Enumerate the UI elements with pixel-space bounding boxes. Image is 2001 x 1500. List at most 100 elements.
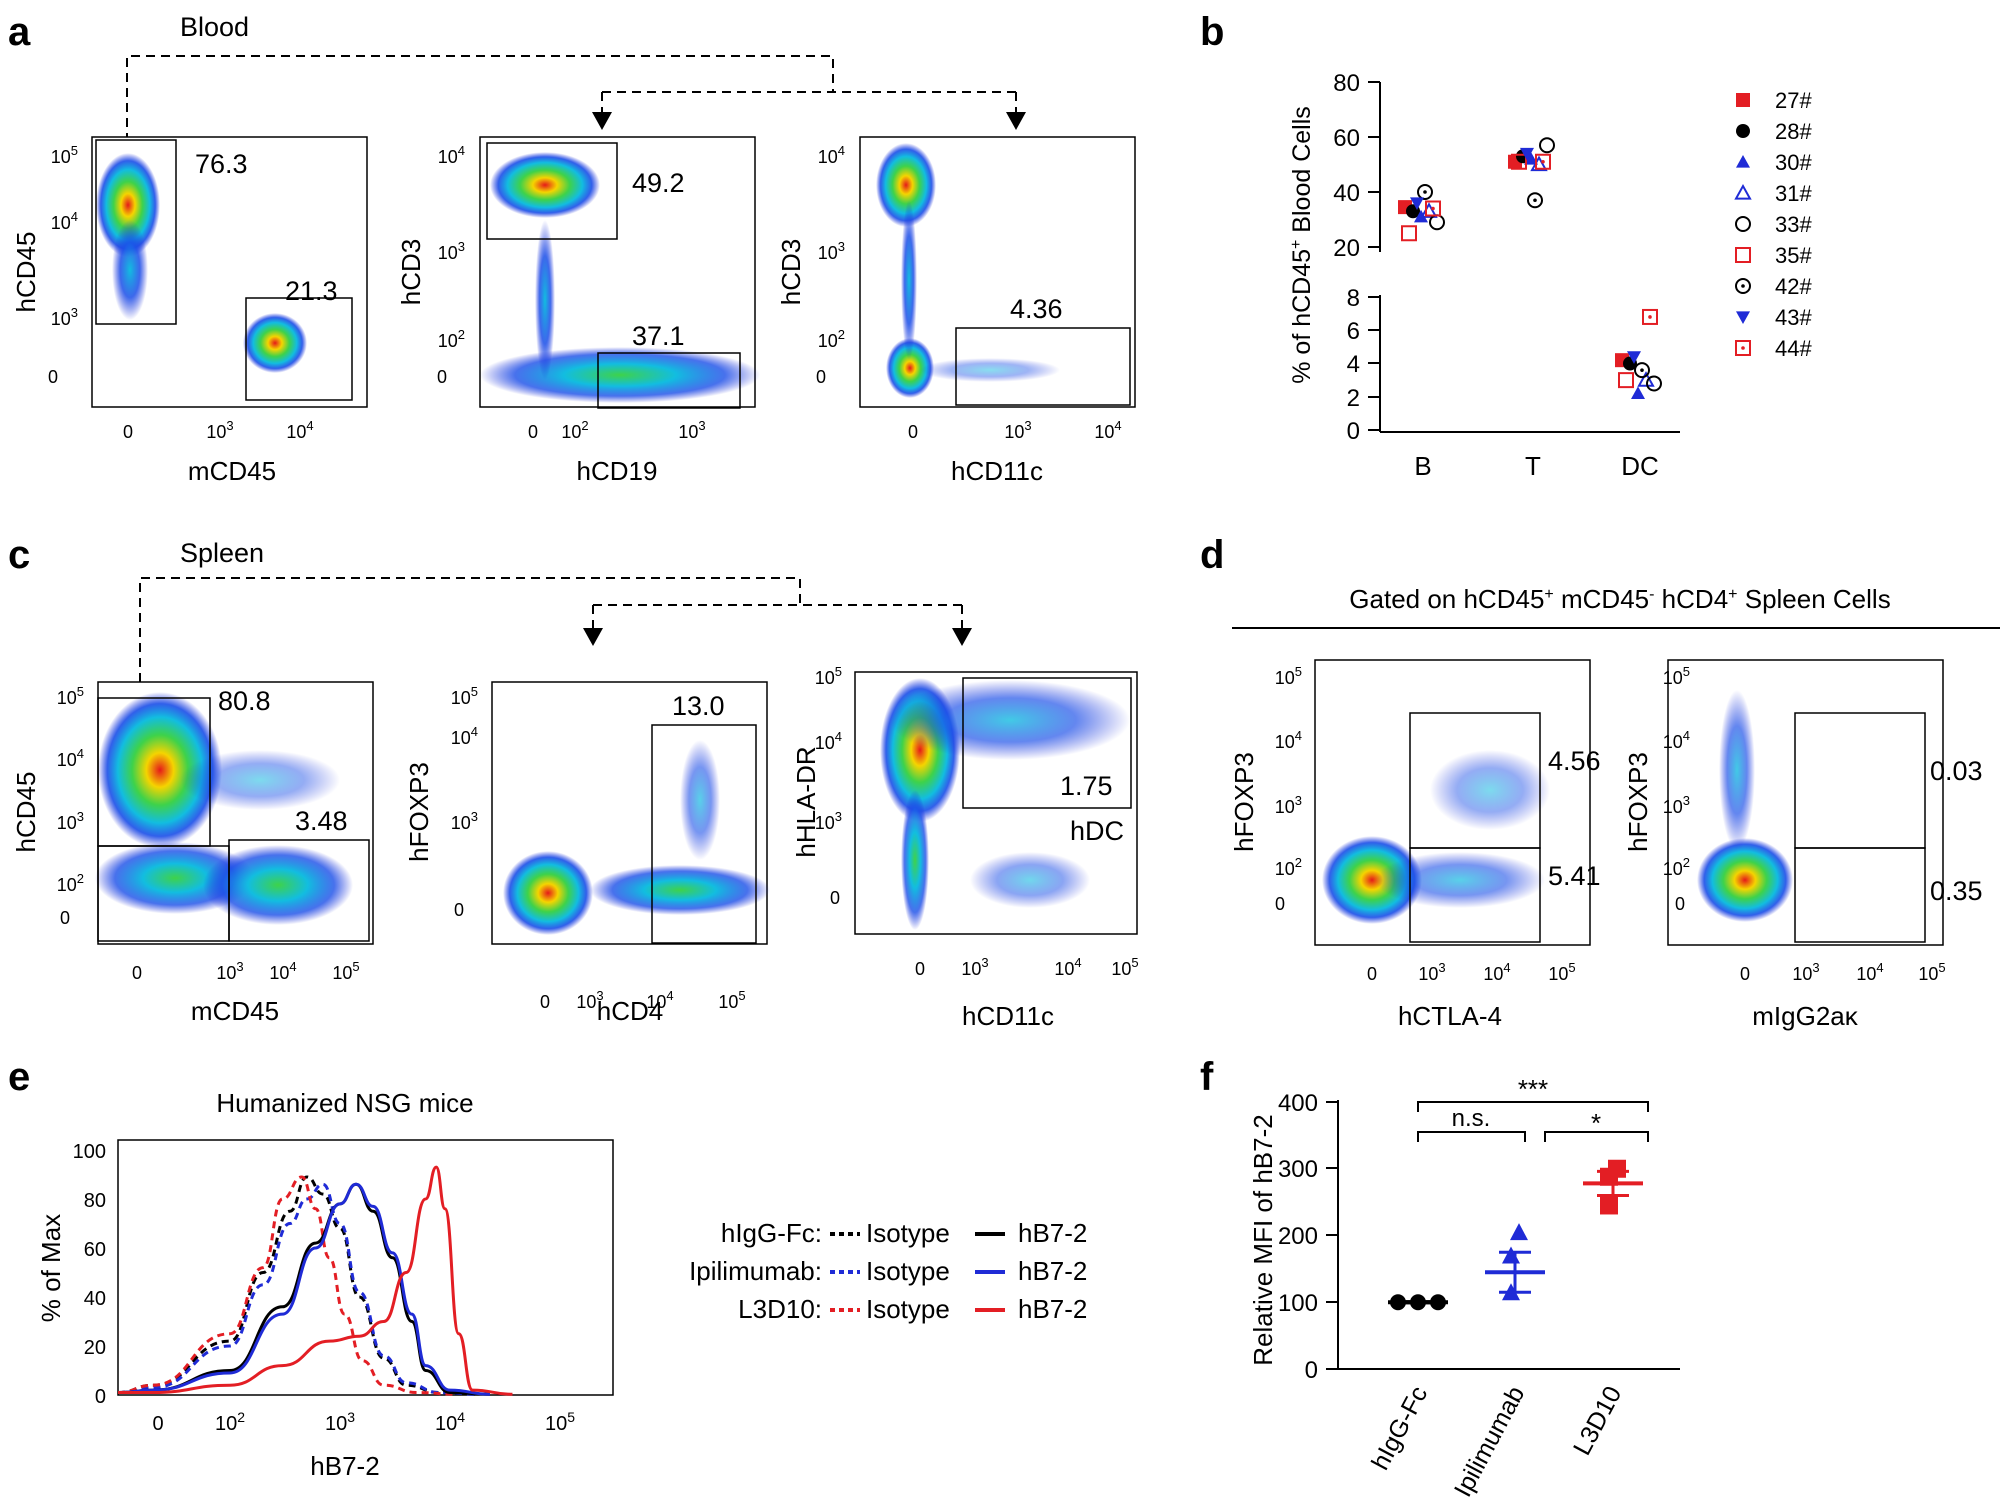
- tick-label: 103: [451, 809, 478, 833]
- data-point: [1736, 311, 1750, 324]
- legend-label: 35#: [1775, 243, 1812, 268]
- tick-label: 102: [215, 1409, 245, 1435]
- data-point: [1510, 1223, 1528, 1241]
- gate-value: 49.2: [632, 168, 685, 198]
- tick-label: 0: [60, 908, 70, 928]
- tick-label: 104: [269, 959, 296, 983]
- cell-population: [503, 851, 593, 935]
- gate-value: 13.0: [672, 691, 725, 721]
- data-point: [1627, 351, 1641, 364]
- histogram-line: [117, 1182, 480, 1396]
- category-label: DC: [1621, 451, 1659, 481]
- tick-label: 105: [545, 1409, 575, 1435]
- cell-population: [1375, 852, 1545, 908]
- data-point: [1736, 124, 1750, 138]
- flow-plot-c3: 1.75 hDC hHLA-DR hCD11c 105 104 103 0 0 …: [791, 664, 1139, 1031]
- tick-label: 0: [48, 367, 58, 387]
- gate: [245, 297, 353, 401]
- flow-plot-d1: 4.56 5.41 hFOXP3 hCTLA-4 105 104 103 102…: [1229, 659, 1601, 1031]
- data-point: [1735, 340, 1751, 356]
- tick-label: 105: [1111, 955, 1138, 979]
- cell-population: [203, 845, 353, 925]
- cell-population: [1322, 836, 1422, 924]
- tick-label: 104: [51, 209, 78, 233]
- tick-label: 103: [1004, 418, 1031, 442]
- y-axis: [1326, 1100, 1680, 1370]
- gate-value: 4.36: [1010, 294, 1063, 324]
- data-point: [1527, 192, 1543, 209]
- category-label: hIgG-Fc: [1366, 1382, 1433, 1475]
- x-axis-label: hCTLA-4: [1398, 1001, 1502, 1031]
- data-point: [1520, 147, 1534, 161]
- panel-letter-d: d: [1200, 533, 1224, 577]
- legend-label: 30#: [1775, 150, 1812, 175]
- x-axis-label: hCD19: [577, 456, 658, 486]
- group-label-blood: Blood: [180, 12, 249, 42]
- y-axis-upper: [1368, 81, 1381, 252]
- tick-label: 105: [815, 664, 842, 688]
- data-point-center: [1423, 190, 1427, 194]
- cell-population: [98, 692, 222, 848]
- tick-label: 103: [1663, 793, 1690, 817]
- chart-title: Humanized NSG mice: [216, 1088, 473, 1118]
- tick-label: 0: [1347, 418, 1360, 445]
- tick-label: 0: [1367, 964, 1377, 984]
- significance-label: ***: [1518, 1074, 1548, 1104]
- panel-letter-b: b: [1200, 10, 1224, 54]
- y-axis-label: hCD45: [11, 772, 41, 853]
- data-point-center: [1741, 284, 1745, 288]
- cell-population: [180, 750, 340, 810]
- tick-label: 104: [435, 1409, 465, 1435]
- cell-population: [680, 740, 720, 860]
- gate-value: 0.03: [1930, 756, 1983, 786]
- gating-header: Gated on hCD45+ mCD45- hCD4+ Spleen Cell…: [1349, 584, 1890, 614]
- category-label: Ipilimumab: [1449, 1382, 1530, 1500]
- gate: [597, 352, 741, 409]
- y-axis-label: hFOXP3: [1229, 752, 1259, 852]
- cell-population: [112, 220, 148, 320]
- data-point-center: [1741, 346, 1745, 350]
- gate: [651, 724, 757, 944]
- legend-group: hIgG-Fc:: [721, 1218, 822, 1248]
- panel-letter-f: f: [1200, 1055, 1214, 1099]
- cell-population: [901, 790, 929, 930]
- significance-label: *: [1591, 1108, 1601, 1138]
- cell-population: [970, 852, 1090, 908]
- tick-label: 400: [1278, 1090, 1318, 1117]
- legend: 27# 28# 30# 31# 33# 35# 42# 43# 44#: [1734, 88, 1812, 361]
- cell-population: [920, 358, 1060, 382]
- tick-label: 103: [216, 959, 243, 983]
- data-point: [1735, 216, 1751, 232]
- flow-plot-a3: 4.36 hCD3 hCD11c 104 103 102 0 0 103 104: [776, 136, 1136, 486]
- tick-label: 104: [1094, 418, 1121, 442]
- data-point: [1524, 152, 1538, 165]
- x-axis-label: hCD4: [597, 996, 663, 1026]
- tick-label: 40: [84, 1288, 106, 1310]
- legend-label: 42#: [1775, 274, 1812, 299]
- data-point: [1414, 209, 1428, 223]
- data-point: [1425, 200, 1441, 217]
- tick-label: 102: [438, 327, 465, 351]
- cell-population: [890, 680, 1130, 760]
- tick-label: 0: [915, 959, 925, 979]
- legend-group: Ipilimumab:: [689, 1256, 822, 1286]
- panel-f: Relative MFI of hB7-2 400 300 200 100 0 …: [1248, 1074, 1680, 1500]
- data-point: [1539, 137, 1555, 154]
- tick-label: 105: [51, 143, 78, 167]
- panel-letter-a: a: [8, 10, 31, 54]
- tick-label: 104: [1054, 955, 1081, 979]
- tick-label: 104: [438, 143, 465, 167]
- tick-label: 103: [1275, 793, 1302, 817]
- y-axis-label: hCD45: [11, 232, 41, 313]
- tick-label: 103: [818, 239, 845, 263]
- legend-stain: hB7-2: [1018, 1256, 1087, 1286]
- flow-plot-a2: 49.2 37.1 hCD3 hCD19 104 103 102 0 0 102…: [396, 136, 760, 486]
- data-point: [1600, 1196, 1618, 1215]
- flow-plot-a1: 76.3 21.3 hCD45 mCD45 105 104 103 0 0 10…: [11, 136, 368, 486]
- gate-value: 37.1: [632, 321, 685, 351]
- tick-label: 2: [1347, 385, 1360, 412]
- legend-stain: hB7-2: [1018, 1294, 1087, 1324]
- arrow-head: [592, 112, 1026, 130]
- tick-label: 105: [718, 988, 745, 1012]
- tick-label: 0: [908, 422, 918, 442]
